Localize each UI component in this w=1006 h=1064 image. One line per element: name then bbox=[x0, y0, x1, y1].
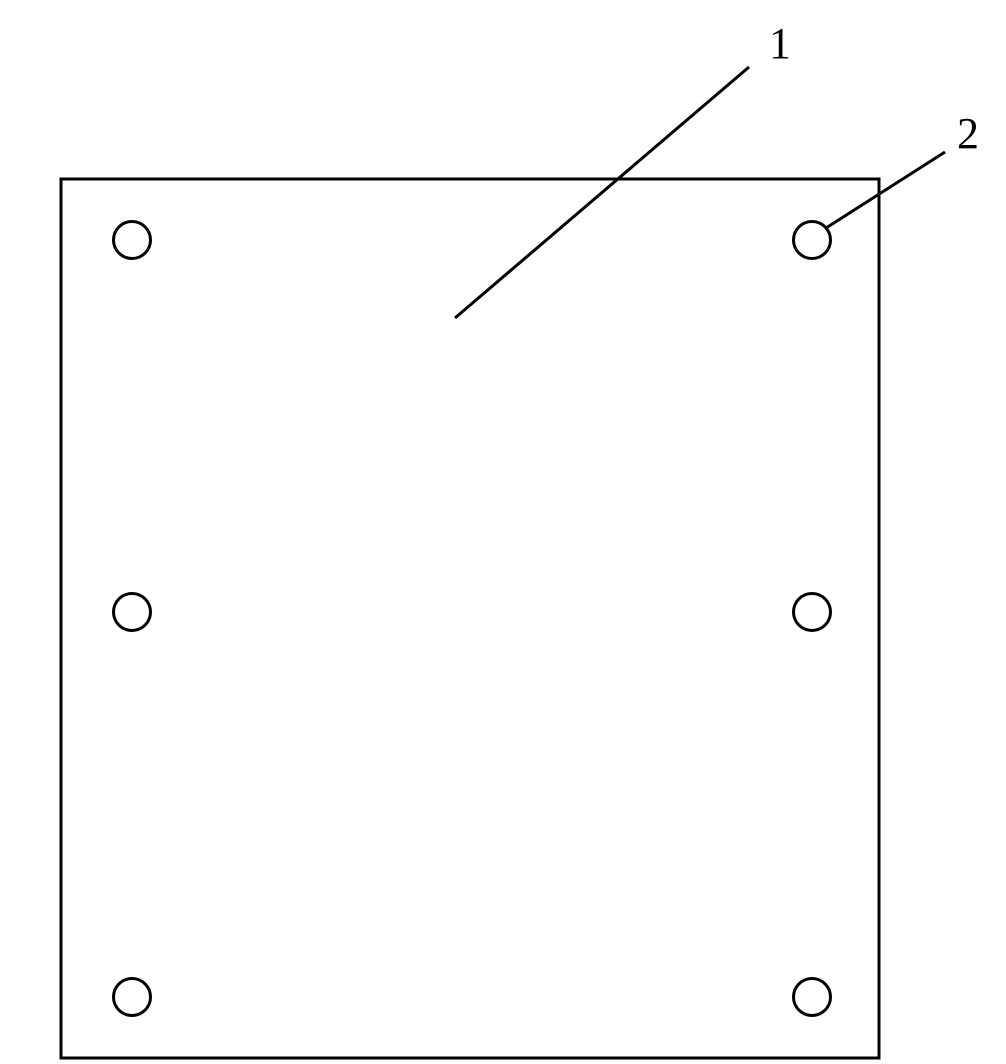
plate-rect bbox=[61, 179, 879, 1058]
hole-r2-c0 bbox=[114, 979, 151, 1016]
label-2: 2 bbox=[957, 109, 979, 158]
hole-r0-c1 bbox=[794, 222, 831, 259]
technical-diagram: 12 bbox=[0, 0, 1006, 1064]
hole-r1-c1 bbox=[794, 594, 831, 631]
hole-r1-c0 bbox=[114, 594, 151, 631]
hole-r2-c1 bbox=[794, 979, 831, 1016]
label-1: 1 bbox=[769, 19, 791, 68]
hole-r0-c0 bbox=[114, 222, 151, 259]
